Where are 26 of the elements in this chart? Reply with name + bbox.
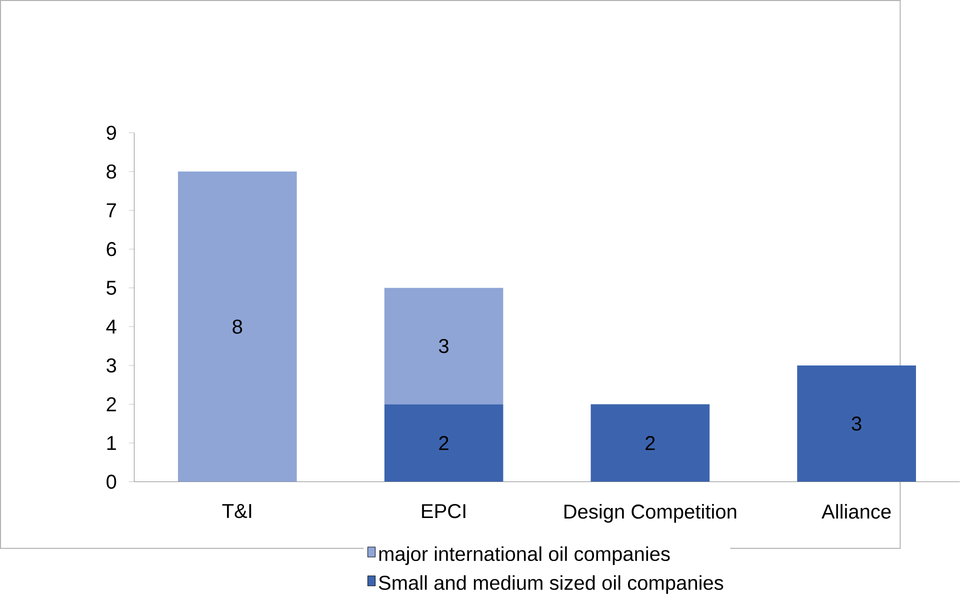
- data-label: 3: [852, 416, 862, 431]
- x-tick-label: T&I: [222, 504, 252, 518]
- y-tick-label: 6: [106, 242, 116, 256]
- y-tick-label: 1: [107, 436, 116, 450]
- data-label: 3: [438, 339, 448, 354]
- data-label: 2: [646, 436, 655, 450]
- y-tick-label: 5: [106, 281, 116, 296]
- x-tick-label: EPCI: [422, 504, 466, 518]
- bar: [797, 366, 916, 482]
- y-tick-label: 2: [106, 397, 116, 412]
- legend-label: Small and medium sized oil companies: [378, 575, 724, 594]
- x-tick-label: Design Competition: [564, 504, 736, 523]
- data-label: 8: [232, 320, 242, 334]
- x-tick-label: Alliance: [822, 504, 891, 519]
- bar: [178, 172, 297, 482]
- y-tick-label: 9: [106, 126, 116, 140]
- y-tick-label: 7: [106, 204, 116, 218]
- bar: [384, 404, 504, 482]
- bar: [590, 404, 710, 482]
- bar: [384, 288, 504, 404]
- legend-label: major international oil companies: [379, 546, 670, 566]
- y-tick-label: 8: [106, 164, 116, 179]
- y-tick-label: 0: [106, 474, 116, 490]
- y-tick-label: 3: [106, 358, 116, 373]
- data-label: 2: [439, 436, 448, 450]
- y-tick-label: 4: [106, 320, 116, 334]
